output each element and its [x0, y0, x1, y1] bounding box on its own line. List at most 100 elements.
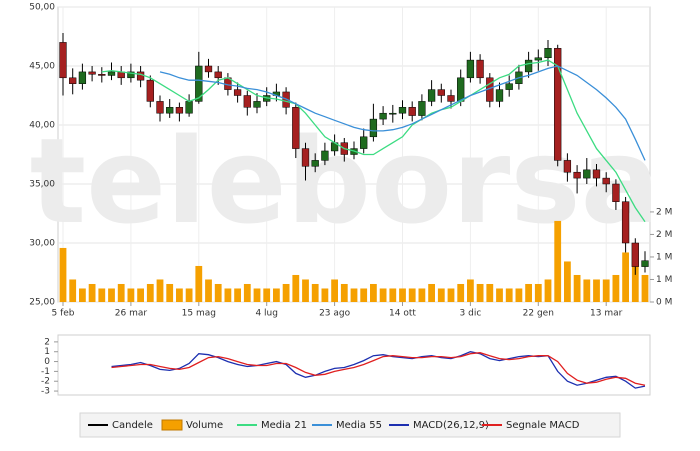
candle-body	[495, 89, 504, 102]
volume-bar	[340, 283, 348, 302]
volume-bar	[573, 274, 581, 302]
volume-bar	[534, 283, 542, 302]
candle-body	[379, 112, 387, 120]
volume-bar	[389, 288, 397, 302]
candle-body	[78, 71, 87, 84]
line	[111, 352, 646, 386]
candle-body	[563, 160, 572, 173]
candle-body	[88, 71, 96, 75]
y-tick-label: 40,00	[29, 121, 55, 131]
y-tick-label: 0	[44, 357, 50, 367]
candle-body	[583, 169, 591, 179]
candle-body	[360, 136, 368, 149]
volume-bar	[205, 279, 212, 302]
candle-body	[544, 48, 552, 58]
y-tick-label: 1	[44, 347, 50, 357]
candle-body	[534, 57, 542, 61]
volume-bar	[185, 288, 193, 302]
volume-bar	[350, 288, 358, 302]
y-tick-label: -2	[41, 377, 50, 387]
legend-label: MACD(26,12,9)	[413, 420, 489, 431]
volume-bar	[602, 279, 610, 302]
volume-bar	[360, 288, 368, 302]
volume-bar	[156, 279, 164, 302]
candle-body	[573, 171, 581, 179]
volume-bar	[176, 288, 183, 302]
candle-body	[253, 101, 261, 108]
volume-bar	[457, 283, 465, 302]
volume-bar	[98, 288, 106, 302]
candle-body	[292, 107, 300, 149]
candle-body	[98, 74, 106, 76]
candle-body	[612, 183, 620, 202]
volume-bar	[302, 279, 309, 302]
y-tick-label: 35,00	[29, 180, 55, 190]
volume-bar	[59, 247, 67, 302]
volume-bar	[243, 283, 251, 302]
volume-bar	[214, 283, 222, 302]
candle-body	[457, 77, 465, 102]
volume-bar	[273, 288, 280, 302]
volume-bar	[88, 283, 96, 302]
x-tick-label: 15 mag	[182, 309, 216, 319]
volume-bar	[69, 279, 77, 302]
x-tick-label: 23 ago	[319, 309, 351, 319]
candle-body	[369, 118, 378, 138]
volume-bar	[593, 279, 600, 302]
legend-label: Segnale MACD	[506, 420, 580, 431]
line	[111, 351, 646, 389]
x-tick-label: 3 dic	[460, 309, 482, 319]
candle-body	[166, 107, 174, 114]
candle-body	[592, 169, 601, 179]
y2-tick-label: 1 M	[656, 252, 672, 262]
volume-bar	[379, 288, 387, 302]
volume-bar	[428, 283, 435, 302]
candle-body	[185, 101, 193, 114]
candle-body	[195, 65, 203, 102]
candle-body	[447, 95, 455, 102]
volume-bar	[583, 279, 591, 302]
volume-bar	[399, 288, 406, 302]
candle-body	[107, 71, 116, 76]
volume-bar	[117, 283, 125, 302]
volume-bar	[331, 279, 338, 302]
legend-label: Media 21	[261, 420, 307, 431]
legend-label: Volume	[186, 420, 223, 431]
candle-body	[641, 260, 649, 267]
volume-bar	[447, 288, 455, 302]
candle-body	[69, 77, 77, 84]
watermark: teleborsa	[30, 112, 661, 250]
volume-bar	[137, 288, 144, 302]
candle-body	[418, 101, 426, 116]
y-tick-label: -3	[41, 387, 50, 397]
y-tick-label: 2	[44, 337, 50, 347]
volume-bar	[505, 288, 513, 302]
y2-tick-label: 0 M	[656, 298, 672, 308]
y2-tick-label: 2 M	[656, 230, 672, 240]
volume-bar	[554, 220, 562, 302]
volume-bar	[253, 288, 261, 302]
candle-body	[175, 107, 184, 114]
volume-bar	[418, 288, 426, 302]
candle-body	[476, 59, 484, 79]
candle-body	[233, 89, 242, 96]
volume-bar	[108, 288, 115, 302]
candle-body	[602, 177, 610, 185]
y-tick-label: 30,00	[29, 239, 55, 249]
candle-body	[505, 83, 513, 90]
volume-bar	[486, 283, 494, 302]
candle-body	[243, 95, 251, 108]
volume-bar	[612, 274, 620, 302]
candle-body	[156, 101, 164, 114]
x-tick-label: 14 ott	[389, 309, 416, 319]
volume-bar	[321, 288, 329, 302]
y2-tick-label: 2 M	[656, 207, 672, 217]
legend-label: Candele	[112, 420, 153, 431]
candle-body	[389, 112, 397, 115]
volume-bar	[292, 274, 300, 302]
volume-bar	[476, 283, 484, 302]
line	[159, 65, 646, 161]
volume-bar	[263, 288, 271, 302]
volume-bar	[496, 288, 503, 302]
volume-bar	[515, 288, 523, 302]
